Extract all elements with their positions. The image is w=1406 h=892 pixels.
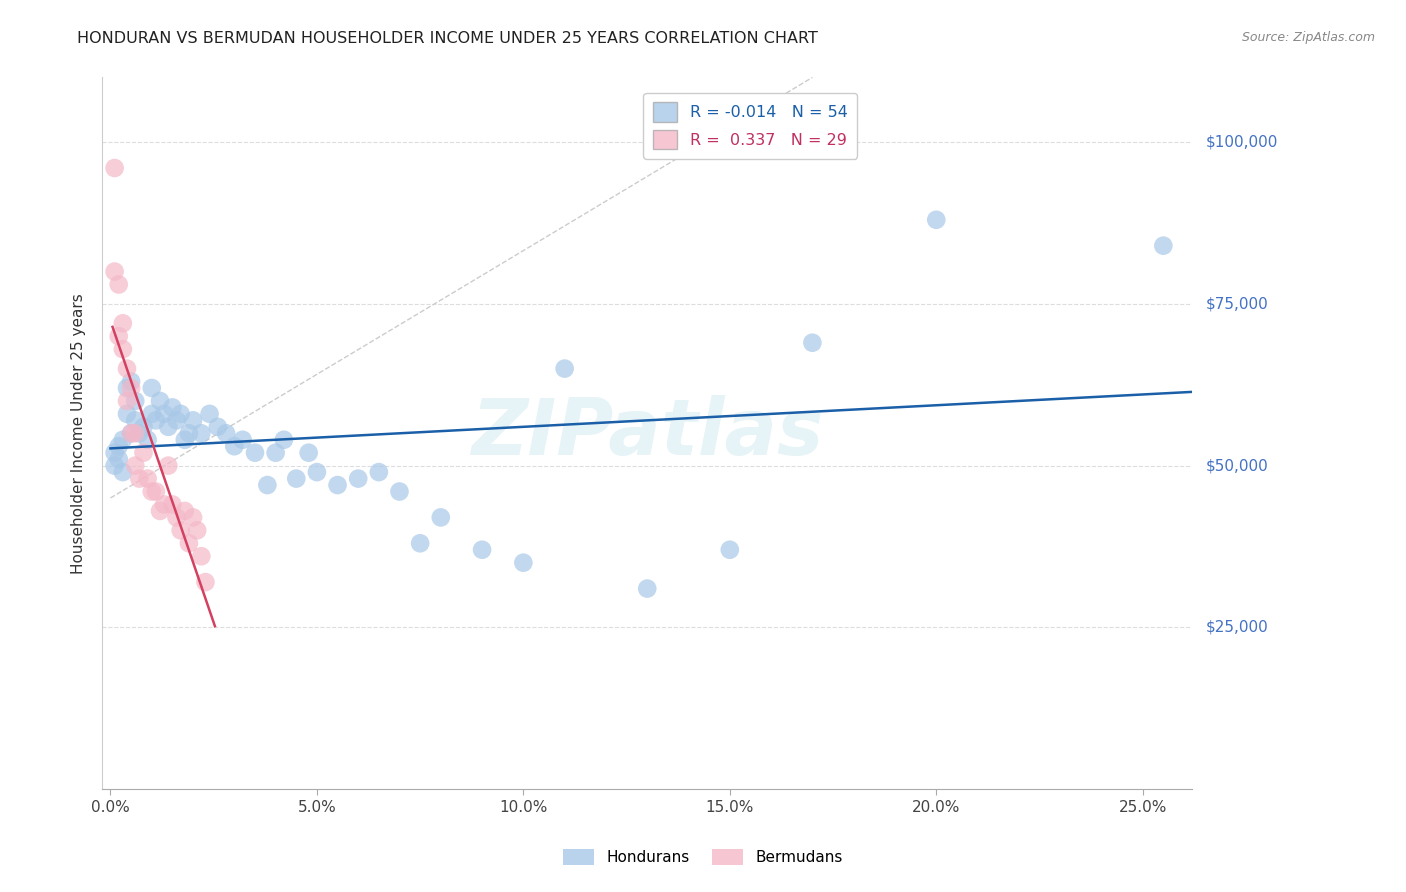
Point	[471, 542, 494, 557]
Point	[104, 161, 127, 175]
Point	[1152, 238, 1174, 252]
Point	[169, 524, 191, 538]
Text: $25,000: $25,000	[1206, 620, 1268, 635]
Point	[104, 458, 127, 473]
Point	[153, 407, 176, 421]
Point	[145, 413, 167, 427]
Point	[153, 498, 176, 512]
Point	[124, 426, 146, 441]
Point	[115, 393, 138, 408]
Point	[124, 458, 146, 473]
Point	[107, 452, 129, 467]
Legend: Hondurans, Bermudans: Hondurans, Bermudans	[557, 843, 849, 871]
Point	[177, 426, 200, 441]
Point	[169, 407, 191, 421]
Point	[162, 401, 184, 415]
Text: ZIPatlas: ZIPatlas	[471, 395, 824, 471]
Point	[157, 458, 180, 473]
Point	[198, 407, 221, 421]
Point	[124, 413, 146, 427]
Point	[194, 575, 217, 590]
Point	[107, 277, 129, 292]
Text: $100,000: $100,000	[1206, 135, 1278, 150]
Text: Source: ZipAtlas.com: Source: ZipAtlas.com	[1241, 31, 1375, 45]
Point	[136, 433, 159, 447]
Point	[166, 510, 188, 524]
Point	[298, 446, 321, 460]
Point	[173, 433, 195, 447]
Point	[107, 329, 129, 343]
Point	[232, 433, 254, 447]
Point	[554, 361, 576, 376]
Point	[256, 478, 278, 492]
Y-axis label: Householder Income Under 25 years: Householder Income Under 25 years	[72, 293, 86, 574]
Point	[115, 381, 138, 395]
Point	[120, 375, 142, 389]
Text: $75,000: $75,000	[1206, 296, 1268, 311]
Point	[128, 426, 150, 441]
Legend: R = -0.014   N = 54, R =  0.337   N = 29: R = -0.014 N = 54, R = 0.337 N = 29	[644, 93, 858, 159]
Point	[190, 549, 212, 564]
Point	[111, 316, 134, 330]
Point	[326, 478, 349, 492]
Point	[162, 498, 184, 512]
Point	[181, 413, 204, 427]
Point	[111, 342, 134, 356]
Point	[149, 393, 172, 408]
Point	[181, 510, 204, 524]
Point	[512, 556, 534, 570]
Point	[224, 439, 246, 453]
Point	[141, 484, 163, 499]
Point	[107, 439, 129, 453]
Point	[120, 426, 142, 441]
Point	[128, 472, 150, 486]
Point	[367, 465, 389, 479]
Point	[115, 407, 138, 421]
Point	[305, 465, 328, 479]
Point	[104, 446, 127, 460]
Point	[111, 433, 134, 447]
Point	[801, 335, 824, 350]
Point	[636, 582, 658, 596]
Point	[243, 446, 266, 460]
Point	[186, 524, 208, 538]
Point	[132, 446, 155, 460]
Point	[136, 472, 159, 486]
Point	[157, 419, 180, 434]
Point	[120, 426, 142, 441]
Point	[347, 472, 370, 486]
Point	[430, 510, 453, 524]
Point	[149, 504, 172, 518]
Point	[145, 484, 167, 499]
Point	[285, 472, 308, 486]
Point	[104, 264, 127, 278]
Point	[207, 419, 229, 434]
Point	[132, 419, 155, 434]
Point	[718, 542, 741, 557]
Point	[111, 465, 134, 479]
Point	[141, 407, 163, 421]
Text: $50,000: $50,000	[1206, 458, 1268, 473]
Point	[124, 393, 146, 408]
Point	[120, 381, 142, 395]
Text: HONDURAN VS BERMUDAN HOUSEHOLDER INCOME UNDER 25 YEARS CORRELATION CHART: HONDURAN VS BERMUDAN HOUSEHOLDER INCOME …	[77, 31, 818, 46]
Point	[388, 484, 411, 499]
Point	[115, 361, 138, 376]
Point	[215, 426, 238, 441]
Point	[925, 212, 948, 227]
Point	[177, 536, 200, 550]
Point	[173, 504, 195, 518]
Point	[273, 433, 295, 447]
Point	[264, 446, 287, 460]
Point	[190, 426, 212, 441]
Point	[166, 413, 188, 427]
Point	[409, 536, 432, 550]
Point	[141, 381, 163, 395]
